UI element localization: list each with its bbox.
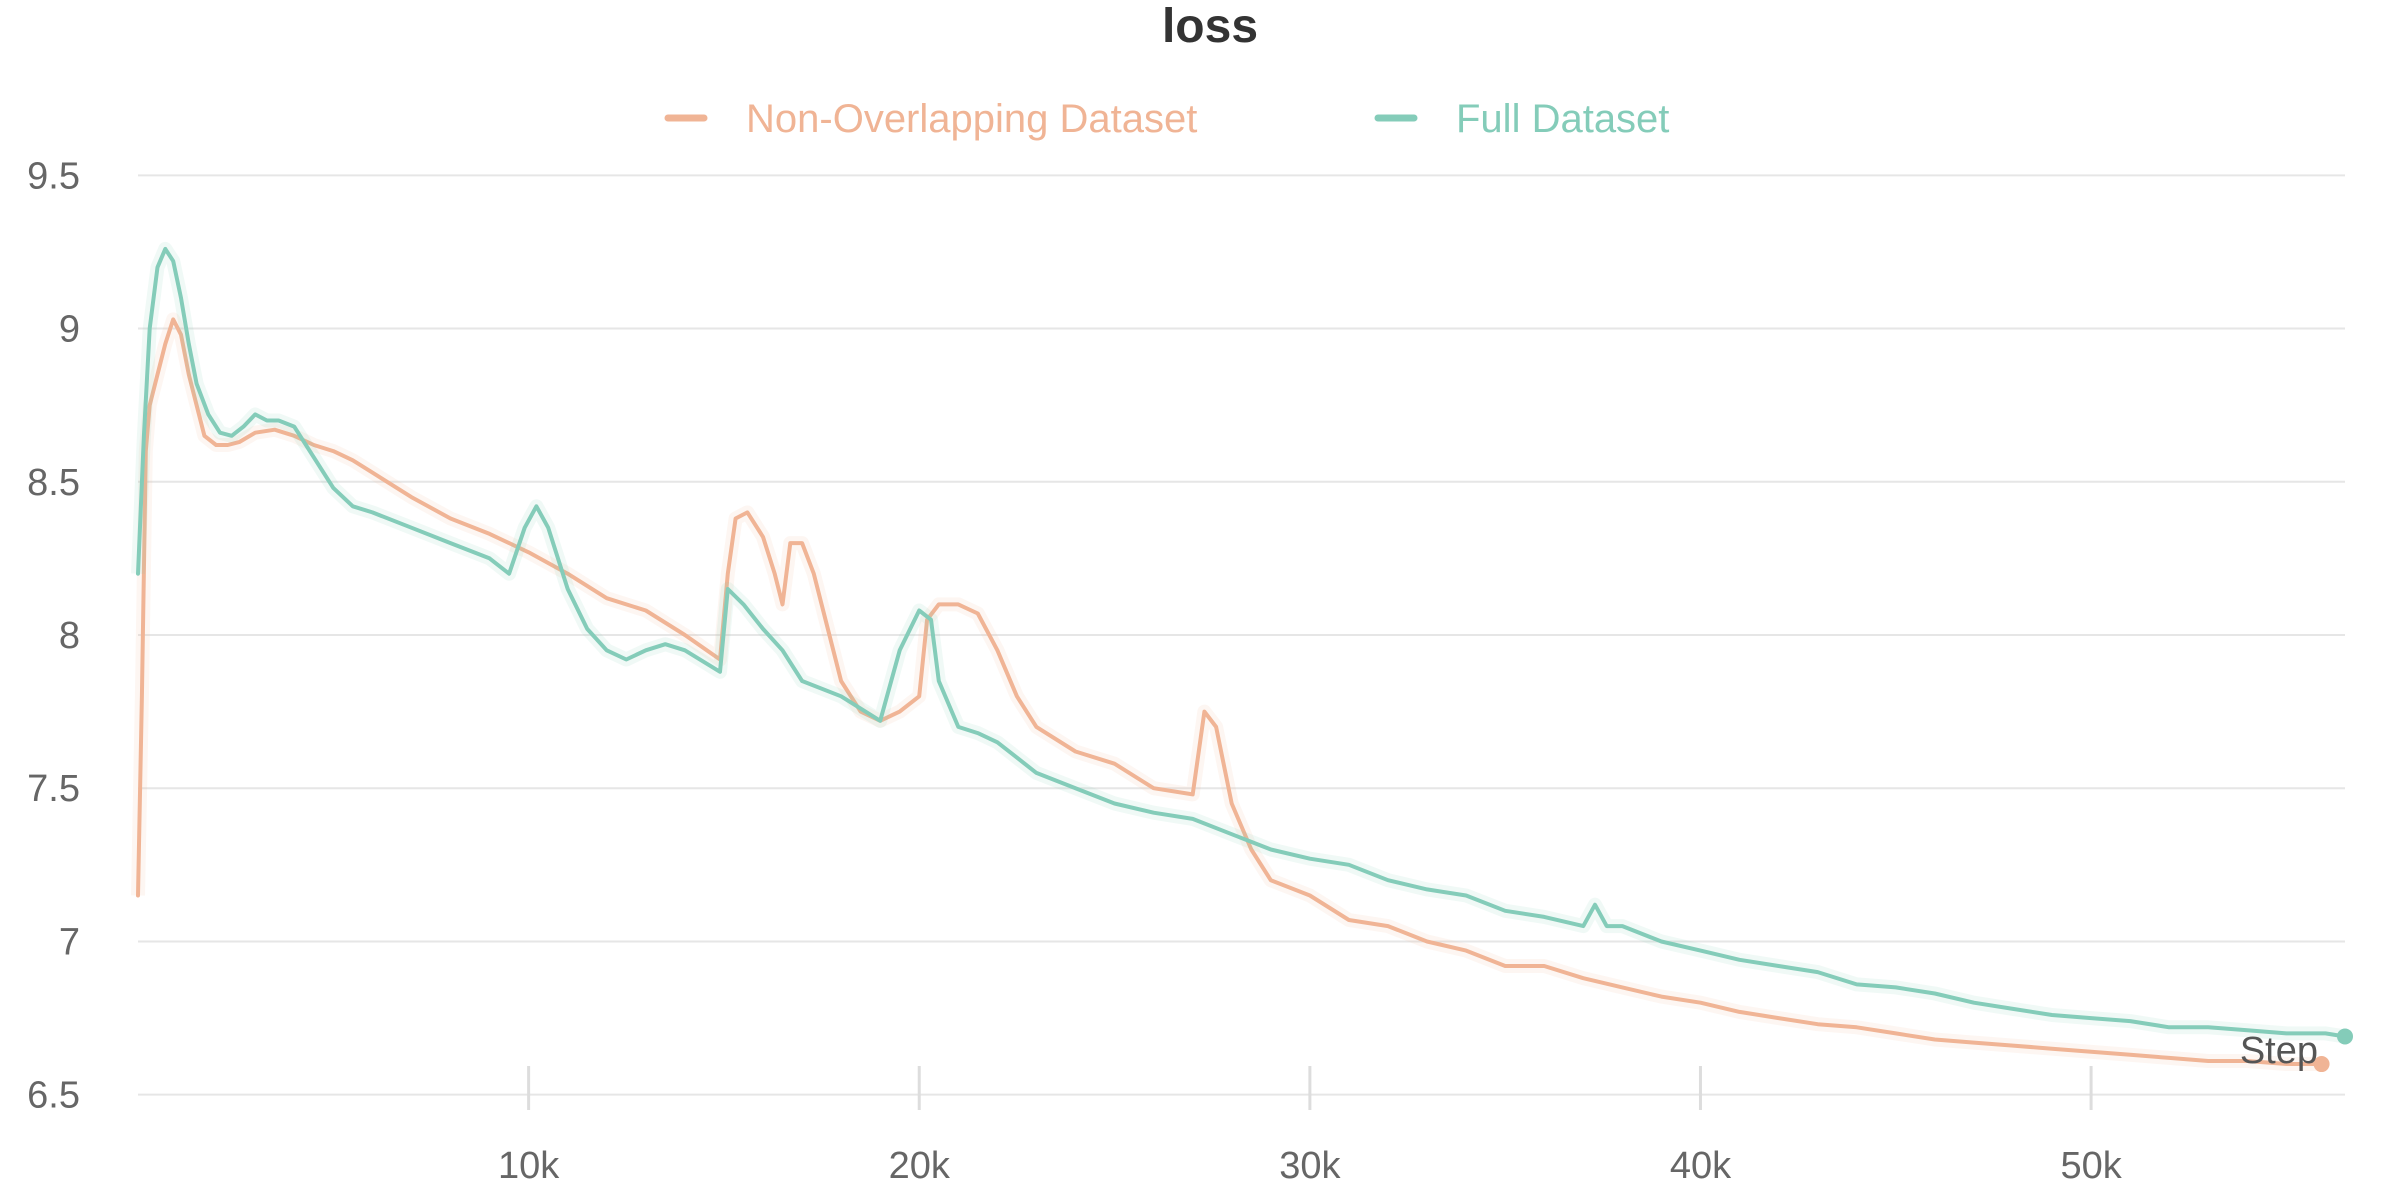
x-tick-label: 50k — [2060, 1145, 2122, 1187]
axes: 6.5 7 7.5 8 8.5 9 9.5 10k 20k 30k 40k 50k — [27, 155, 2123, 1187]
y-tick-label: 7 — [59, 921, 80, 963]
y-tick-label: 7.5 — [27, 768, 80, 810]
legend-label: Full Dataset — [1456, 97, 1669, 141]
x-tick-label: 20k — [889, 1145, 951, 1187]
y-tick-label: 9 — [59, 309, 80, 351]
chart-title: loss — [1162, 0, 1258, 53]
series-halo-0 — [131, 312, 2322, 1071]
gridlines — [138, 174, 2345, 1096]
y-tick-label: 6.5 — [27, 1075, 80, 1117]
legend-label: Non-Overlapping Dataset — [746, 97, 1197, 141]
x-tick-label: 40k — [1670, 1145, 1732, 1187]
series-line-1 — [136, 246, 2347, 1039]
series-lines — [131, 241, 2353, 1073]
y-tick-label: 8 — [59, 615, 80, 657]
series-halo-1 — [131, 241, 2347, 1044]
y-tick-label: 9.5 — [27, 155, 80, 197]
x-tick-label: 10k — [498, 1145, 560, 1187]
y-tick-label: 8.5 — [27, 462, 80, 504]
legend: Non-Overlapping Dataset Full Dataset — [664, 97, 1669, 141]
series-endpoint-0 — [2313, 1056, 2330, 1073]
series-endpoint-1 — [2337, 1028, 2353, 1045]
x-axis-label: Step — [2240, 1030, 2318, 1072]
x-tick-label: 30k — [1279, 1145, 1341, 1187]
series-line-0 — [136, 317, 2324, 1066]
